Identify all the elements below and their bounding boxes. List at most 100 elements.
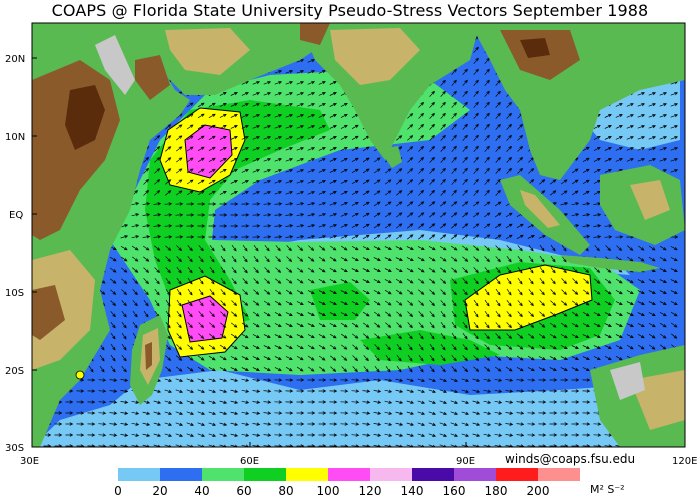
wind-vector [429, 112, 435, 119]
wind-vector [186, 411, 195, 415]
wind-vector [571, 168, 579, 174]
wind-vector [131, 422, 140, 426]
wind-vector [175, 146, 183, 152]
wind-vector [143, 156, 150, 163]
wind-vector [373, 212, 381, 218]
wind-vector [241, 114, 249, 118]
wind-vector [560, 179, 568, 185]
wind-vector [186, 400, 195, 404]
wind-vector [340, 389, 349, 393]
wind-vector [407, 333, 413, 340]
wind-vector [208, 389, 217, 393]
wind-vector [528, 244, 534, 252]
wind-vector [495, 333, 501, 340]
wind-vector [351, 135, 359, 141]
wind-vector [373, 246, 381, 250]
wind-vector [462, 167, 468, 174]
wind-vector [154, 146, 161, 152]
wind-vector [550, 278, 556, 285]
legend-tick-label: 60 [236, 484, 251, 498]
wind-vector [340, 411, 349, 415]
wind-vector [395, 234, 403, 240]
wind-vector [407, 322, 413, 329]
wind-vector [462, 212, 469, 218]
land-india-northwest [300, 23, 330, 45]
wind-vector [506, 156, 512, 163]
wind-vector [231, 300, 238, 307]
wind-vector [593, 224, 602, 228]
wind-vector [252, 136, 261, 140]
wind-vector [307, 378, 316, 382]
wind-vector [517, 311, 523, 318]
wind-vector [318, 70, 326, 74]
wind-vector [407, 300, 414, 306]
legend-tick-label: 160 [443, 484, 466, 498]
legend-tick-label: 180 [485, 484, 508, 498]
wind-vector [307, 92, 316, 96]
legend-swatch [454, 468, 496, 481]
wind-vector [572, 267, 578, 274]
wind-vector [252, 114, 261, 118]
wind-vector [451, 79, 457, 86]
wind-vector [473, 178, 479, 185]
wind-vector [297, 256, 304, 262]
wind-vector [219, 136, 227, 140]
wind-vector [252, 433, 261, 437]
wind-vector [187, 256, 193, 263]
wind-vector [462, 145, 468, 152]
wind-vector [274, 81, 283, 85]
wind-vector [220, 289, 226, 296]
wind-vector [571, 422, 580, 426]
wind-vector [384, 246, 392, 250]
wind-vector [220, 255, 226, 263]
wind-vector [516, 234, 524, 240]
wind-vector [407, 343, 413, 351]
wind-vector [165, 321, 171, 329]
wind-vector [670, 279, 678, 283]
wind-vector [142, 433, 151, 437]
wind-vector [241, 400, 250, 404]
wind-vector [527, 235, 535, 239]
wind-vector [484, 178, 490, 185]
wind-vector [495, 299, 501, 307]
land-highlands-dark [65, 85, 105, 150]
wind-vector [351, 411, 360, 415]
wind-vector [263, 202, 272, 206]
wind-vector [659, 158, 668, 162]
wind-vector [439, 422, 448, 426]
wind-vector [615, 103, 623, 107]
wind-vector [307, 422, 316, 426]
wind-vector [571, 400, 580, 404]
wind-vector [274, 433, 283, 437]
wind-vector [527, 433, 536, 437]
wind-vector [439, 245, 447, 251]
wind-vector [76, 422, 85, 426]
wind-vector [473, 134, 479, 141]
wind-vector [176, 355, 183, 361]
wind-vector [219, 114, 227, 118]
wind-vector [418, 300, 425, 306]
wind-vector [604, 334, 612, 338]
wind-vector [143, 278, 149, 285]
wind-vector [219, 202, 228, 206]
wind-vector [495, 355, 502, 361]
wind-vector [582, 168, 590, 174]
wind-vector [329, 290, 337, 294]
map-frame [31, 22, 686, 448]
legend-swatch [328, 468, 370, 481]
legend-swatch [160, 468, 202, 481]
wind-vector [54, 433, 63, 437]
wind-vector [637, 333, 645, 339]
wind-vector [440, 167, 446, 174]
wind-vector [406, 201, 414, 207]
wind-vector [241, 389, 250, 393]
wind-vector [307, 334, 315, 338]
wind-vector [516, 366, 524, 372]
wind-vector [175, 224, 184, 228]
wind-vector [230, 378, 239, 382]
wind-vector [473, 79, 479, 86]
wind-vector [263, 224, 272, 228]
wind-vector [340, 268, 348, 272]
land-borneo-interior [630, 180, 670, 220]
wind-vector [352, 355, 359, 362]
